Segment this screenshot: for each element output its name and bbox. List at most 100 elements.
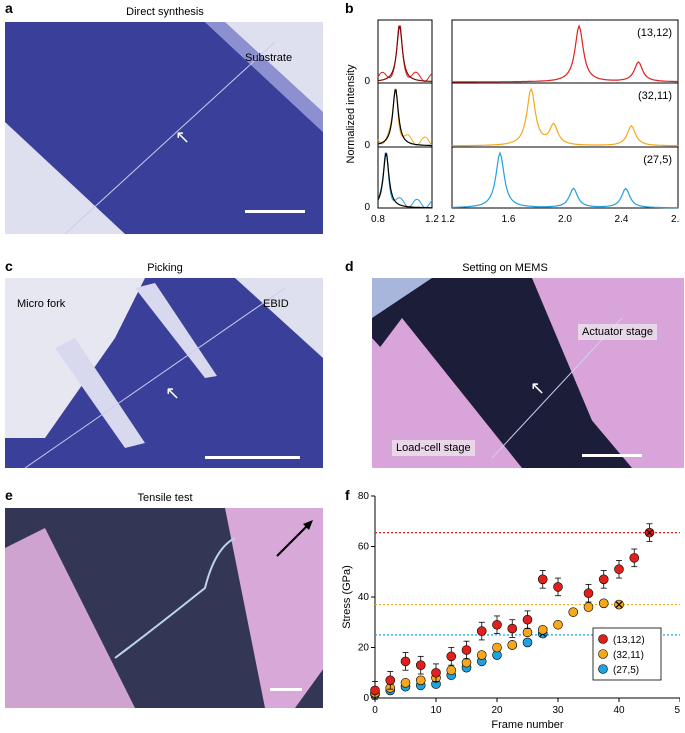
legend-marker [598,649,608,659]
x-tick-label: 1.6 [502,214,516,225]
scale-bar [582,454,642,457]
data-point [385,675,396,686]
data-point [522,637,533,648]
data-point [537,625,548,635]
data-point [431,667,441,678]
data-point [461,645,472,655]
series-label: (27,5) [643,154,672,166]
x-tick-label: 2.8 [671,214,680,225]
series-label: (13,12) [637,27,672,39]
panel-b-letter: b [345,0,354,16]
y-tick-label: 80 [358,491,370,502]
substrate-label: Substrate [245,52,293,64]
panel-e-sem-image [5,508,323,708]
data-point [492,619,502,630]
x-axis-label: Photon energy (eV) [480,229,575,230]
arrow-icon: ↖ [165,383,181,403]
y-tick-label: 40 [358,592,370,603]
panel-a-letter: a [5,0,13,16]
x-tick-label: 0.8 [371,214,385,225]
panel-d-sem-image: Actuator stage Load-cell stage ↖ [372,278,684,468]
y-tick-label: 20 [358,643,370,654]
x-tick-label: 0 [372,705,378,716]
scale-bar [205,456,300,459]
series-label: (32,11) [638,90,672,102]
left-axes-frame [377,19,433,209]
panel-f-stress-chart: 0 10 20 30 40 50 0 20 40 60 80 Frame number Stress (… [341,491,680,731]
left-spectrum-line [377,152,433,209]
y-axis-label: Normalized intensity [345,64,357,164]
x-tick-label: 40 [613,705,625,716]
left-fit-line [377,25,432,82]
panel-d-title: Setting on MEMS [462,262,548,274]
left-spectrum-line [377,25,433,82]
x-tick-label: 50 [674,705,680,716]
data-point [446,665,457,676]
panel-e-title: Tensile test [137,492,193,504]
legend-marker [598,664,608,674]
x-tick-label: 2.0 [558,214,572,225]
data-point [446,651,457,662]
left-fit-line [377,89,432,147]
legend-label: (27,5) [613,665,639,676]
micro-fork-label: Micro fork [17,298,66,310]
panel-b-spectra-chart: 0 0 0 (13,12) (32,11) (27,5) 0.8 1.2 1.6 2.0 2.4 2.… [345,19,680,230]
y-tick-label: 0 [364,76,370,87]
left-spectrum-line [377,88,433,146]
right-axes-frame [451,19,679,209]
load-cell-stage-label: Load-cell stage [392,440,475,456]
data-point [598,598,609,609]
right-spectrum-line [452,87,678,147]
arrow-icon [275,518,315,558]
scale-bar [245,210,305,213]
x-tick-label: 30 [552,705,564,716]
data-point [507,623,518,634]
panel-c-letter: c [5,258,13,274]
x-tick-label: 2.4 [615,214,629,225]
data-point [522,627,533,638]
data-point [400,678,411,688]
y-axis-label: Stress (GPa) [341,565,353,629]
data-point [400,656,411,667]
data-point [583,602,594,612]
data-point [415,660,426,670]
panel-a-sem-image: Substrate ↖ [5,22,323,234]
scale-bar [270,688,302,691]
x-tick-label: 20 [491,705,503,716]
right-spectrum-line [451,151,678,209]
data-point [492,642,502,653]
panel-a-title: Direct synthesis [126,6,204,18]
data-point [415,675,426,686]
legend-label: (13,12) [613,635,645,646]
x-tick-label: 10 [430,705,442,716]
data-point [507,640,518,650]
x-tick-label: 1.2 [425,214,439,225]
y-tick-label: 0 [363,693,369,704]
y-tick-label: 60 [358,542,370,553]
x-tick-label: 1.2 [441,214,455,225]
x-axis-label: Frame number [491,719,563,731]
data-point [614,564,624,575]
arrow-icon: ↖ [530,378,546,398]
data-point [553,582,563,592]
data-point [461,657,472,668]
y-tick-label: 0 [364,202,370,213]
panel-c-title: Picking [147,262,183,274]
right-spectrum-line [452,24,679,83]
legend-marker [598,634,608,644]
data-point [522,614,533,625]
panel-e-letter: e [5,487,13,503]
y-tick-label: 0 [364,140,370,151]
data-point [553,619,563,630]
data-point [476,650,487,660]
data-point [583,588,594,599]
fracture-mark [646,529,653,537]
actuator-stage-label: Actuator stage [578,324,657,340]
arrow-icon: ↖ [175,127,191,147]
data-point [598,574,609,585]
legend-label: (32,11) [613,650,644,661]
data-point [629,553,640,563]
data-point [537,574,548,585]
ebid-label: EBID [263,298,289,310]
left-fit-line [377,152,432,209]
